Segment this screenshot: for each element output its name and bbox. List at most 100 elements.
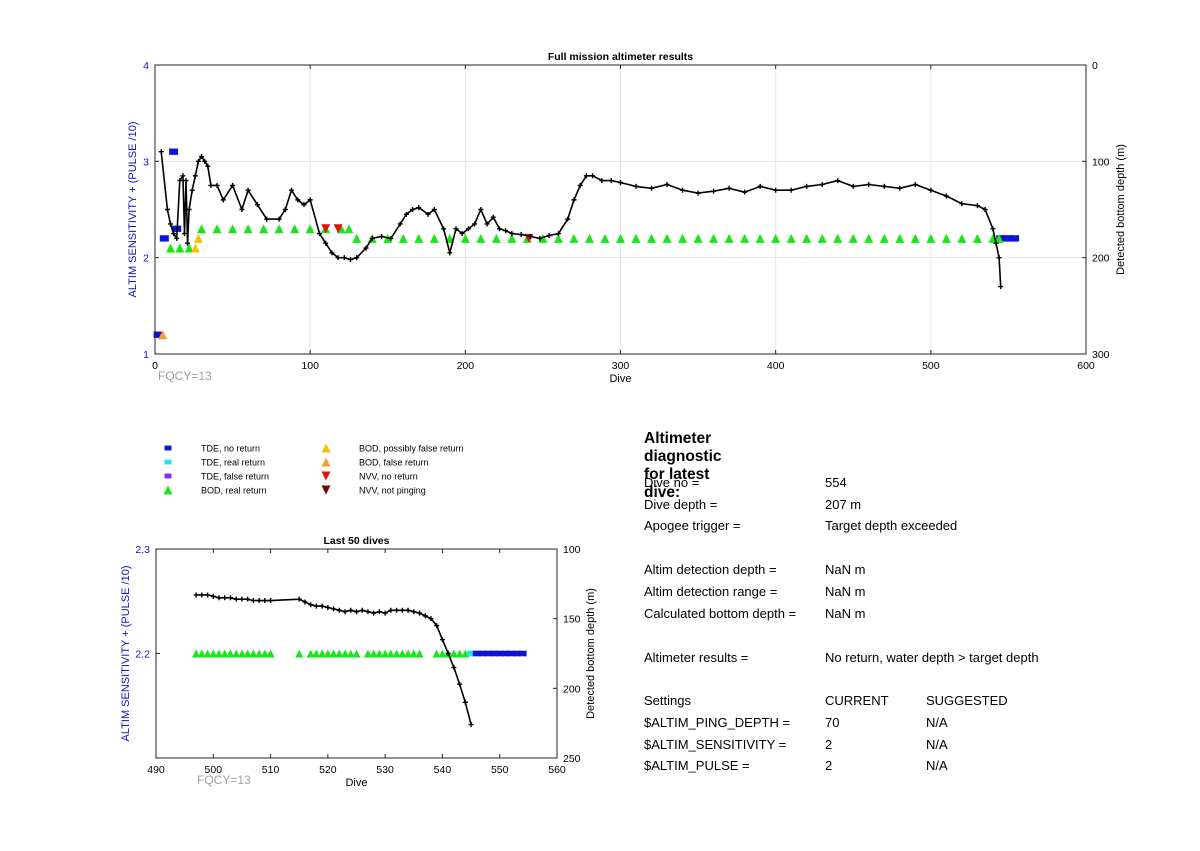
- data-marker: [212, 224, 222, 234]
- detection-depth-value: NaN m: [825, 562, 866, 577]
- dive-depth-row: Dive depth = 207 m: [644, 497, 1164, 515]
- depth-point: [788, 187, 794, 193]
- dive-depth-label: Dive depth =: [644, 497, 718, 512]
- data-marker: [228, 224, 238, 234]
- data-marker: [449, 649, 458, 658]
- y-right-tick-label: 100: [1092, 156, 1110, 168]
- legend-label: TDE, real return: [201, 458, 265, 468]
- data-marker: [184, 243, 194, 253]
- data-marker: [507, 233, 517, 243]
- apogee-value: Target depth exceeded: [825, 518, 958, 533]
- data-marker: [848, 233, 858, 243]
- depth-point: [296, 596, 302, 602]
- data-marker: [306, 649, 315, 658]
- depth-point: [484, 221, 490, 227]
- data-marker: [220, 649, 229, 658]
- depth-point: [982, 207, 988, 212]
- setting-suggested: N/A: [926, 715, 948, 730]
- depth-point: [850, 183, 856, 189]
- data-marker: [381, 649, 390, 658]
- data-marker: [569, 233, 579, 243]
- depth-point: [399, 607, 405, 613]
- data-marker: [159, 235, 169, 242]
- data-marker: [295, 649, 304, 658]
- depth-point: [348, 257, 354, 263]
- data-marker: [616, 233, 625, 243]
- data-marker: [341, 649, 350, 658]
- depth-point: [222, 595, 228, 601]
- data-marker: [926, 233, 936, 243]
- y-tick-label: 2.3: [135, 544, 150, 556]
- depth-point: [268, 598, 274, 604]
- y-tick-label: 4: [143, 60, 149, 72]
- depth-point: [199, 592, 205, 598]
- data-marker: [158, 330, 168, 340]
- data-marker: [478, 650, 487, 657]
- depth-point: [462, 699, 468, 705]
- depth-point: [250, 598, 256, 604]
- depth-point: [216, 595, 222, 601]
- data-marker: [941, 233, 951, 243]
- depth-point: [451, 664, 457, 670]
- depth-point: [369, 235, 375, 241]
- depth-point: [403, 211, 409, 217]
- depth-point: [417, 610, 423, 616]
- depth-point: [943, 193, 949, 199]
- dive-no-row: Dive no = 554: [644, 475, 1164, 493]
- data-marker: [153, 331, 163, 338]
- detection-range-label: Altim detection range =: [644, 584, 778, 599]
- data-marker: [472, 650, 481, 657]
- legend-label: NVV, not pinging: [359, 486, 426, 496]
- depth-point: [214, 182, 220, 188]
- setting-row: $ALTIM_SENSITIVITY = 2 N/A: [644, 737, 1164, 755]
- depth-point: [227, 595, 233, 601]
- calculated-depth-row: Calculated bottom depth = NaN m: [644, 606, 1164, 624]
- depth-point: [239, 207, 245, 212]
- data-marker: [972, 233, 982, 243]
- data-marker: [175, 243, 185, 253]
- depth-point: [245, 596, 251, 602]
- depth-point: [302, 599, 308, 605]
- depth-point: [881, 183, 887, 189]
- y-right-axis-label: Detected bottom depth (m): [1115, 144, 1127, 275]
- depth-point: [210, 593, 216, 599]
- data-marker: [323, 649, 332, 658]
- depth-point: [434, 623, 440, 629]
- depth-point: [164, 207, 170, 212]
- data-marker: [476, 233, 486, 243]
- depth-point: [282, 207, 288, 212]
- apogee-row: Apogee trigger = Target depth exceeded: [644, 518, 1164, 536]
- depth-point: [405, 607, 411, 613]
- depth-point: [599, 178, 605, 184]
- chart-title: Full mission altimeter results: [548, 51, 693, 63]
- data-marker: [495, 650, 504, 657]
- data-marker: [662, 233, 672, 243]
- x-tick-label: 0: [152, 360, 158, 372]
- x-axis-label: Dive: [345, 777, 367, 789]
- data-marker: [197, 649, 206, 658]
- calculated-depth-label: Calculated bottom depth =: [644, 606, 797, 621]
- x-tick-label: 560: [548, 764, 566, 776]
- data-marker: [864, 233, 874, 243]
- data-marker: [259, 224, 269, 234]
- x-tick-label: 500: [205, 764, 223, 776]
- diagnostic-title: Altimeter diagnostic for latest dive:: [644, 430, 722, 501]
- depth-point: [773, 187, 779, 193]
- depth-point: [468, 722, 474, 728]
- depth-point: [664, 181, 670, 187]
- data-marker: [491, 233, 501, 243]
- depth-point: [996, 255, 1002, 261]
- depth-point: [183, 178, 189, 184]
- data-marker: [879, 233, 889, 243]
- x-tick-label: 510: [262, 764, 280, 776]
- results-value: No return, water depth > target depth: [825, 650, 1039, 665]
- data-marker: [329, 649, 338, 658]
- depth-point: [301, 202, 307, 208]
- y-tick-label: 1: [143, 349, 149, 361]
- data-marker: [512, 650, 521, 657]
- legend-label: TDE, false return: [201, 472, 269, 482]
- depth-point: [199, 154, 205, 160]
- depth-point: [289, 187, 295, 193]
- depth-point: [425, 211, 431, 217]
- data-marker: [375, 649, 384, 658]
